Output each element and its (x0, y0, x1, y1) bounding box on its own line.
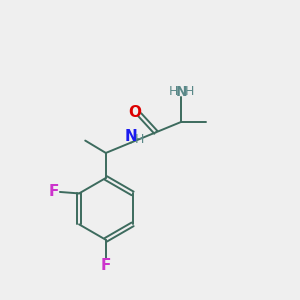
Text: H: H (135, 133, 144, 146)
Text: F: F (100, 258, 111, 273)
Text: H: H (169, 85, 178, 98)
Text: F: F (48, 184, 59, 200)
Text: O: O (128, 105, 141, 120)
Text: H: H (185, 85, 194, 98)
Text: N: N (176, 85, 187, 99)
Text: N: N (124, 129, 137, 144)
